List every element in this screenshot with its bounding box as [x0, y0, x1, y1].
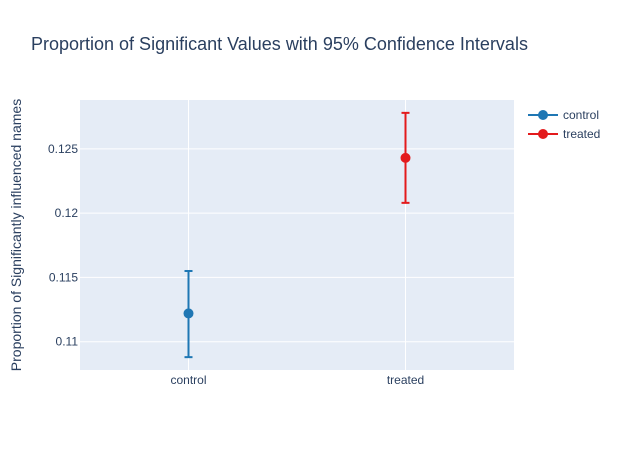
- legend-label-treated: treated: [563, 127, 600, 141]
- legend-item-control[interactable]: control: [528, 108, 599, 122]
- legend-marker-treated: [538, 129, 548, 139]
- legend[interactable]: control treated: [528, 108, 600, 141]
- series-layer: [183, 111, 411, 359]
- legend-item-treated[interactable]: treated: [528, 127, 600, 141]
- y-tick-label: 0.11: [56, 335, 79, 349]
- data-point-treated: [400, 152, 411, 163]
- y-axis-title: Proportion of Significantly influenced n…: [8, 99, 24, 371]
- plot-area: [80, 100, 514, 370]
- legend-label-control: control: [563, 108, 599, 122]
- chart-title: Proportion of Significant Values with 95…: [31, 34, 528, 54]
- x-tick-label: control: [170, 373, 206, 387]
- legend-marker-control: [538, 110, 548, 120]
- data-point-control: [183, 308, 194, 319]
- x-tick-label: treated: [387, 373, 424, 387]
- x-tick-labels: control treated: [170, 373, 424, 387]
- y-tick-label: 0.125: [48, 142, 78, 156]
- y-tick-label: 0.12: [55, 206, 79, 220]
- y-tick-label: 0.115: [49, 270, 78, 284]
- y-tick-labels: 0.11 0.115 0.12 0.125: [48, 142, 78, 349]
